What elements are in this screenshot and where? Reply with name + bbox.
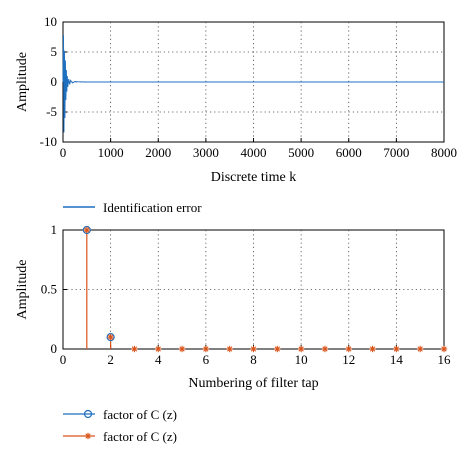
y-tick-label: 10 (44, 14, 57, 29)
x-tick-label: 16 (438, 352, 452, 367)
x-tick-label: 14 (390, 352, 404, 367)
x-axis-label: Discrete time k (211, 170, 297, 185)
asterisk-shape (84, 432, 92, 440)
stem-point-asterisk (440, 345, 448, 353)
stem-point-asterisk (202, 345, 210, 353)
stem-point-asterisk (297, 345, 305, 353)
stem-point-asterisk (178, 345, 186, 353)
stem-point-asterisk (369, 345, 376, 353)
x-tick-label: 10 (295, 352, 308, 367)
stem-point-circle (106, 333, 115, 342)
y-tick-label: 0 (51, 74, 58, 89)
y-axis-label: Amplitude (15, 260, 30, 320)
grid-lines (63, 230, 444, 349)
legend: Identification error (63, 200, 202, 215)
stem-point-asterisk (250, 345, 257, 353)
y-axis-label: Amplitude (15, 52, 30, 112)
legend-marker-asterisk (84, 432, 92, 440)
stem-point-asterisk (107, 333, 114, 341)
x-tick-label: 8 (250, 352, 257, 367)
x-tick-label: 5000 (288, 145, 314, 160)
legend-marker-circle (83, 409, 93, 419)
y-tick-label: 0 (51, 341, 58, 356)
x-tick-label: 4 (155, 352, 162, 367)
x-axis-label: Numbering of filter tap (188, 376, 318, 391)
x-tick-label: 12 (342, 352, 355, 367)
stem-point-asterisk (274, 345, 281, 353)
legend-entry-series-1: factor of C (z) (103, 407, 177, 422)
stem-series (82, 225, 448, 353)
x-tick-labels: 0 2 4 6 8 10 12 14 16 (60, 345, 451, 367)
stem-point-asterisk (416, 345, 424, 353)
stem-point-asterisk (321, 345, 329, 353)
y-tick-label: 1 (51, 222, 58, 237)
y-tick-labels: 10 5 0 -5 -10 (40, 14, 67, 149)
legend-entry-identification-error: Identification error (103, 200, 202, 215)
chart-filter-taps: 0 2 4 6 8 10 12 14 16 10.50 Numbering of filter … (15, 222, 451, 444)
x-tick-label: 0 (60, 352, 67, 367)
stem-point-asterisk (226, 345, 233, 353)
x-tick-label: 2000 (145, 145, 171, 160)
x-tick-label: 6 (203, 352, 210, 367)
x-tick-label: 7000 (383, 145, 409, 160)
y-tick-label: -10 (40, 134, 57, 149)
y-tick-label: -5 (46, 104, 57, 119)
x-tick-label: 4000 (241, 145, 267, 160)
stem-point-circle (82, 225, 91, 235)
chart-identification-error: 0 1000 2000 3000 4000 5000 6000 7000 8000 10 5 0 -5… (15, 14, 457, 215)
x-tick-label: 6000 (336, 145, 362, 160)
series-line-identification-error (62, 35, 444, 133)
stem-point-asterisk (393, 345, 400, 353)
legend: factor of C (z) factor of C (z) (63, 407, 177, 444)
stem-point-asterisk (131, 345, 138, 353)
y-tick-label: 0.5 (41, 282, 57, 297)
stem-point-asterisk (155, 345, 162, 353)
y-tick-labels: 10.50 (41, 222, 67, 356)
legend-entry-series-2: factor of C (z) (103, 429, 177, 444)
x-tick-labels: 0 1000 2000 3000 4000 5000 6000 7000 8000 (60, 138, 457, 160)
x-tick-label: 0 (60, 145, 67, 160)
stem-point-asterisk (83, 226, 91, 234)
stem-point-asterisk (345, 345, 352, 353)
y-tick-label: 5 (51, 44, 58, 59)
x-tick-label: 3000 (193, 145, 219, 160)
x-tick-label: 1000 (98, 145, 124, 160)
x-tick-label: 2 (107, 352, 114, 367)
x-tick-label: 8000 (431, 145, 457, 160)
